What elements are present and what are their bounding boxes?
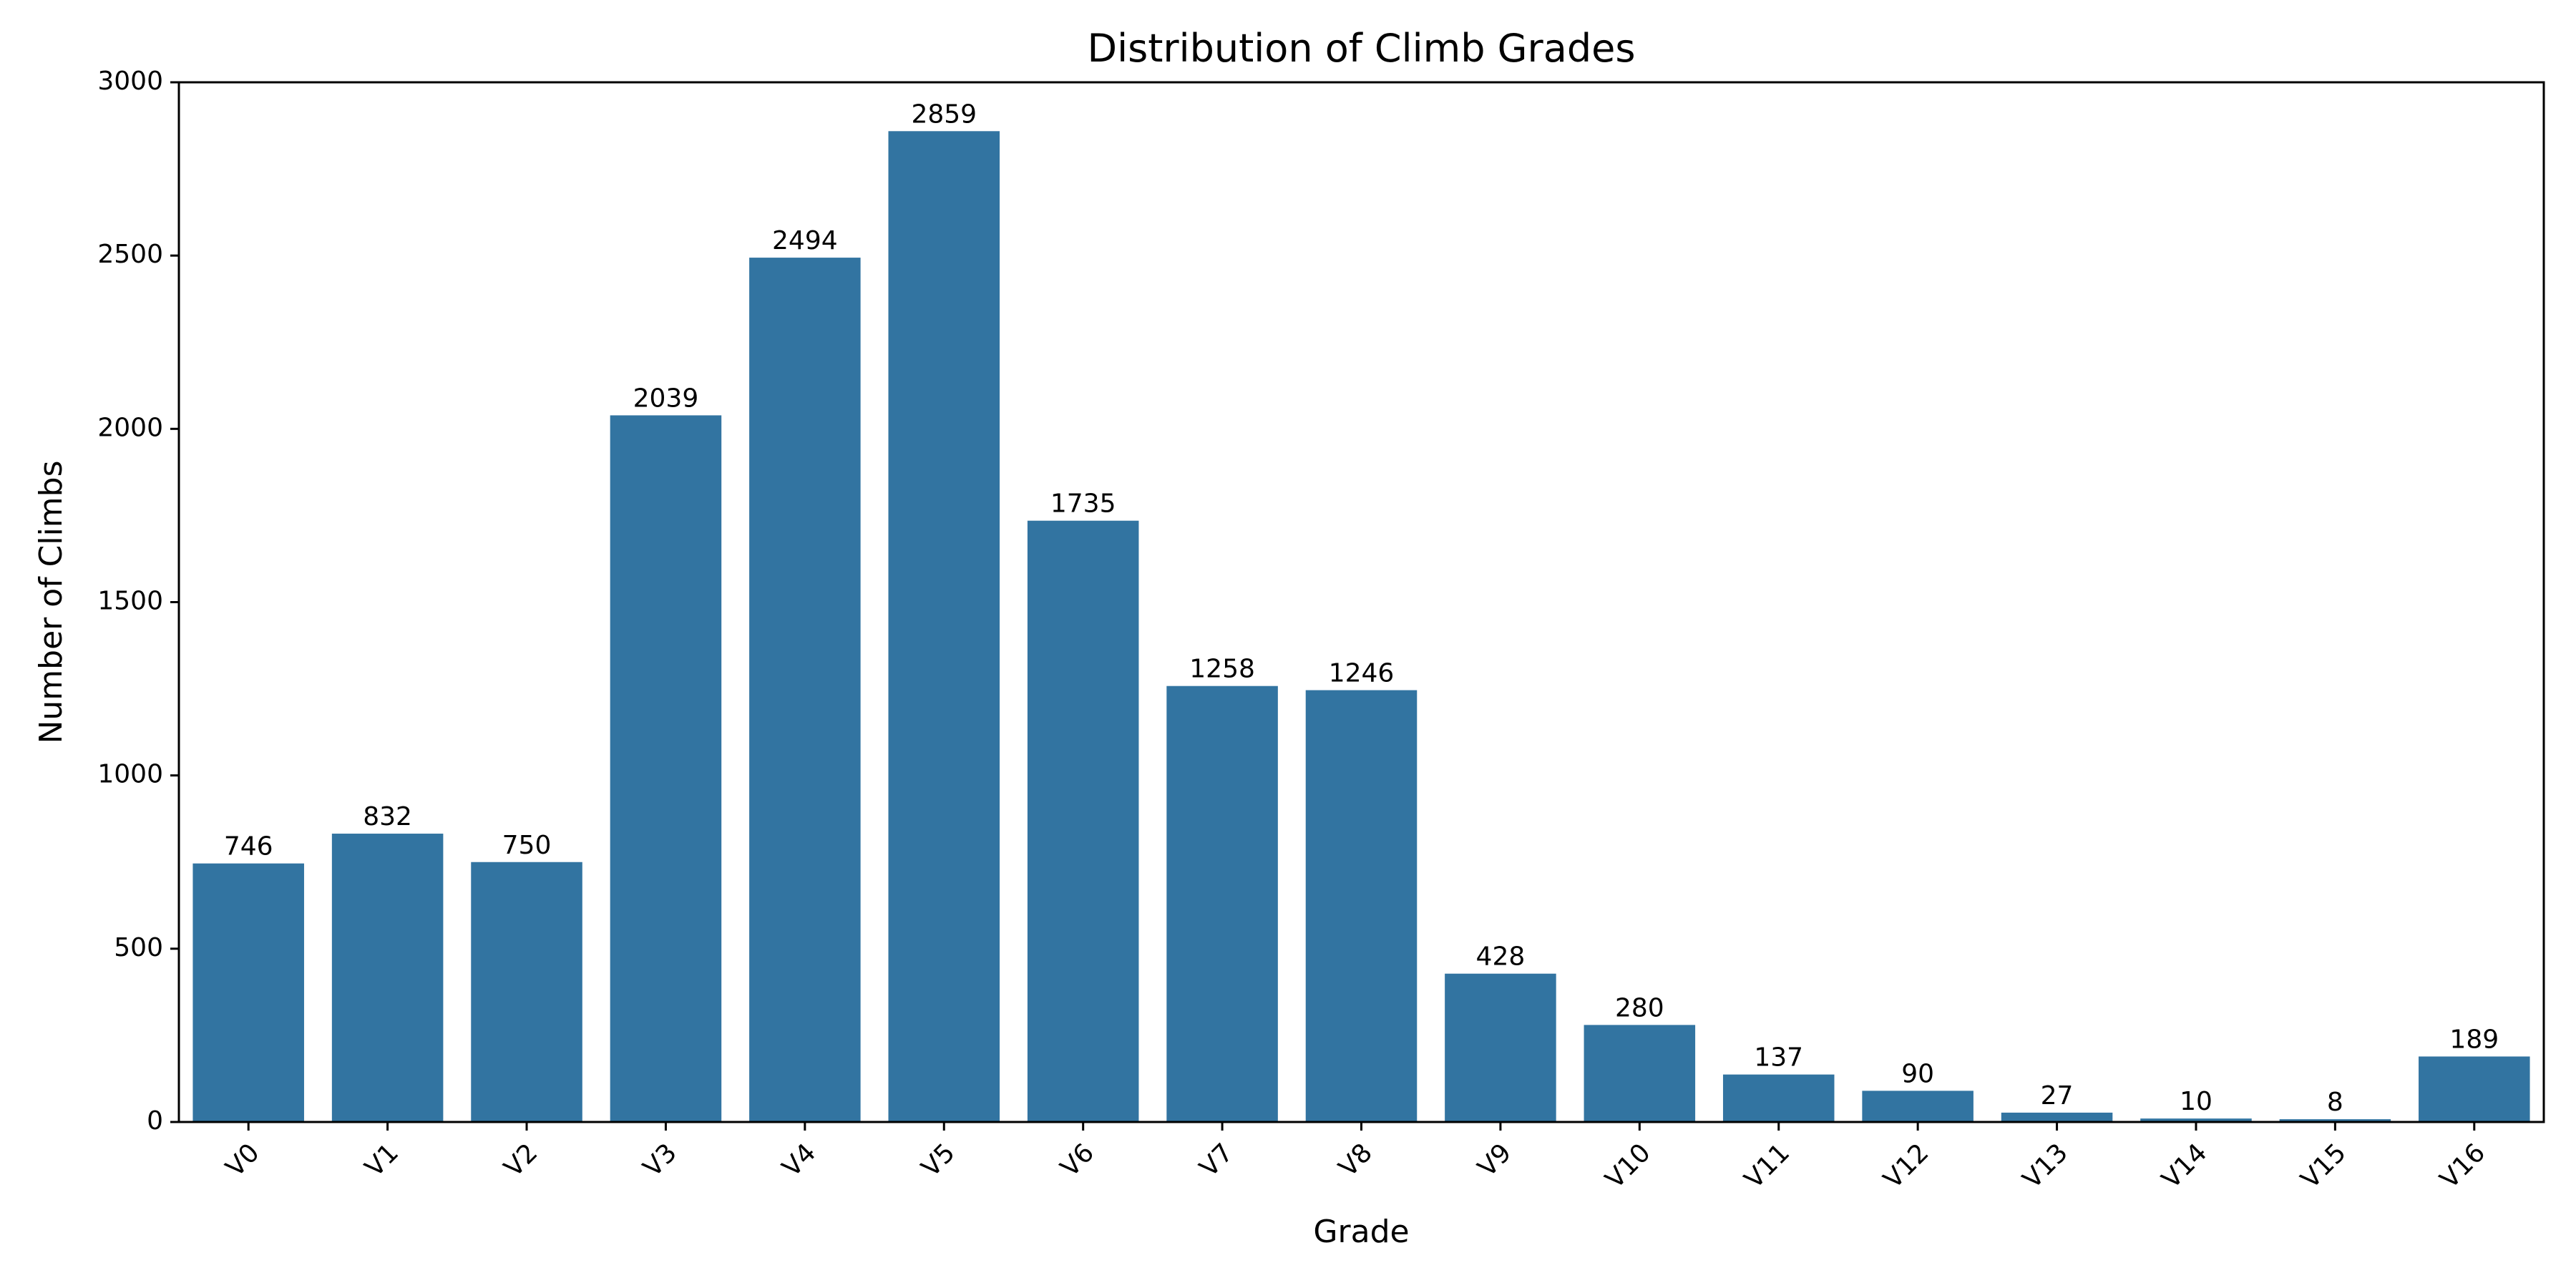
bar-value-label: 746 bbox=[224, 832, 273, 862]
bars-layer bbox=[192, 131, 2530, 1123]
bar-value-label: 2494 bbox=[772, 226, 838, 255]
bar-labels-layer: 746 832 750 2039 2494 2859 1735 1258 1246 428 280 1… bbox=[224, 99, 2499, 1117]
y-tick-label: 0 bbox=[147, 1106, 163, 1136]
y-tick-label: 2000 bbox=[97, 413, 163, 442]
y-tick-label: 500 bbox=[114, 933, 163, 962]
bar-value-label: 27 bbox=[2041, 1081, 2074, 1111]
bar-v15 bbox=[2279, 1119, 2391, 1122]
y-tick-label: 1000 bbox=[97, 760, 163, 789]
bar-v8 bbox=[1305, 690, 1418, 1122]
bar-v2 bbox=[471, 862, 582, 1122]
x-tick-label: V8 bbox=[1333, 1138, 1378, 1183]
bar-value-label: 1258 bbox=[1189, 655, 1255, 684]
x-tick-label: V1 bbox=[359, 1138, 404, 1183]
x-tick-label: V5 bbox=[916, 1138, 961, 1183]
bar-v9 bbox=[1445, 973, 1556, 1122]
x-ticks-layer: V0 V1 V2 V3 V4 V5 V6 V7 V8 V9 V10 V11 V12 V13 V14 V15 V1… bbox=[220, 1122, 2491, 1194]
x-axis-title: Grade bbox=[1313, 1214, 1409, 1250]
bar-value-label: 1735 bbox=[1050, 489, 1116, 519]
x-tick-label: V2 bbox=[499, 1138, 544, 1183]
bar-v11 bbox=[1722, 1074, 1835, 1122]
x-tick-label: V4 bbox=[777, 1138, 822, 1183]
bar-v7 bbox=[1166, 686, 1278, 1122]
y-tick-label: 3000 bbox=[97, 67, 163, 96]
bar-value-label: 280 bbox=[1615, 993, 1664, 1023]
x-tick-label: V11 bbox=[1739, 1138, 1795, 1194]
bar-value-label: 750 bbox=[502, 831, 552, 860]
plot-frame bbox=[177, 81, 2545, 1123]
x-tick-label: V3 bbox=[638, 1138, 683, 1183]
bar-value-label: 90 bbox=[1901, 1059, 1934, 1088]
bar-v16 bbox=[2419, 1056, 2530, 1122]
bar-value-label: 428 bbox=[1476, 942, 1526, 972]
x-tick-label: V12 bbox=[1878, 1138, 1935, 1194]
bar-value-label: 1246 bbox=[1329, 659, 1395, 688]
bar-v14 bbox=[2140, 1118, 2252, 1122]
bar-v12 bbox=[1862, 1091, 1974, 1122]
bar-value-label: 832 bbox=[363, 802, 412, 831]
bar-v1 bbox=[331, 834, 444, 1122]
x-tick-label: V13 bbox=[2017, 1138, 2074, 1194]
bar-v10 bbox=[1584, 1025, 1696, 1122]
bar-v3 bbox=[610, 415, 722, 1122]
y-ticks-layer: 0 500 1000 1500 2000 2500 3000 bbox=[97, 67, 179, 1136]
x-tick-label: V9 bbox=[1473, 1138, 1518, 1183]
bar-v6 bbox=[1027, 520, 1139, 1122]
x-tick-label: V7 bbox=[1194, 1138, 1239, 1183]
bar-v4 bbox=[749, 258, 861, 1123]
x-tick-label: V6 bbox=[1055, 1138, 1101, 1183]
bar-value-label: 189 bbox=[2449, 1025, 2499, 1054]
x-tick-label: V15 bbox=[2296, 1138, 2352, 1194]
x-tick-label: V14 bbox=[2157, 1138, 2213, 1194]
bar-v0 bbox=[192, 863, 304, 1122]
x-tick-label: V10 bbox=[1600, 1138, 1657, 1194]
bar-v13 bbox=[2001, 1112, 2113, 1122]
x-tick-label: V16 bbox=[2434, 1138, 2491, 1194]
bar-value-label: 137 bbox=[1754, 1043, 1803, 1073]
bar-value-label: 2039 bbox=[633, 384, 699, 413]
bar-v5 bbox=[888, 131, 1000, 1122]
y-tick-label: 1500 bbox=[97, 587, 163, 616]
y-tick-label: 2500 bbox=[97, 240, 163, 269]
x-tick-label: V0 bbox=[220, 1138, 265, 1183]
y-axis-title: Number of Climbs bbox=[33, 460, 69, 743]
chart-title: Distribution of Climb Grades bbox=[1088, 26, 1636, 71]
bar-value-label: 10 bbox=[2180, 1087, 2212, 1116]
bar-value-label: 8 bbox=[2327, 1088, 2343, 1117]
bar-value-label: 2859 bbox=[911, 99, 977, 129]
